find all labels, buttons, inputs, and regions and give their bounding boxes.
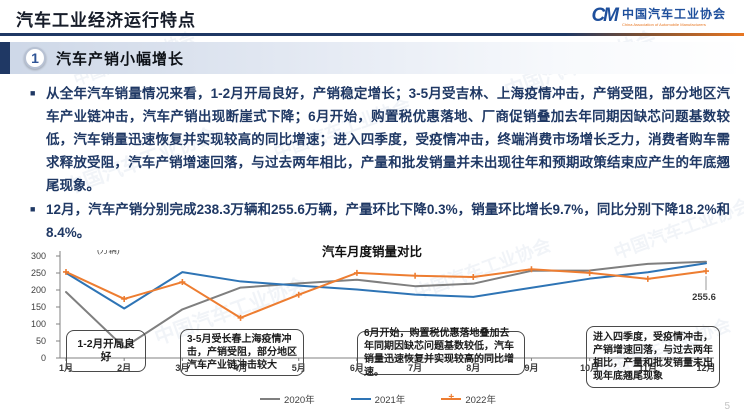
svg-text:(万辆): (万辆) (97, 250, 120, 255)
annotation-text: 1-2月开局良好 (77, 338, 135, 363)
chart-title: 汽车月度销量对比 (321, 245, 422, 259)
legend-line-icon (350, 398, 371, 400)
body-text: ■ 从全年汽车销量情况来看，1-2月开局良好，产销稳定增长；3-5月受吉林、上海疫… (30, 82, 730, 245)
svg-text:10月: 10月 (580, 363, 599, 373)
monthly-sales-chart: 汽车月度销量对比 0 50 100 150 200 250 300 (万辆) 1月 2月 3月 4月 5… (0, 236, 744, 416)
legend-line-icon (260, 398, 281, 400)
svg-text:11月: 11月 (639, 363, 658, 373)
svg-text:200: 200 (31, 285, 46, 295)
legend-item-2022: + 2022年 (441, 392, 496, 406)
chart-annotation-mar-may: 3-5月受长春上海疫情冲击，产销受阻，部分地区汽车产业链冲击较大 (180, 329, 304, 376)
svg-text:100: 100 (31, 319, 46, 329)
chart-annotation-june: 6月开始，购置税优惠落地叠加去年同期因缺芯问题基数较低，汽车销量迅速恢复并实现较… (357, 328, 525, 378)
svg-text:6月: 6月 (350, 363, 364, 373)
svg-text:1月: 1月 (59, 363, 73, 373)
svg-text:0: 0 (41, 353, 46, 363)
section-header: 1 汽车产销小幅增长 (0, 42, 744, 74)
page-title: 汽车工业经济运行特点 (16, 11, 196, 30)
header-divider (0, 33, 744, 36)
annotation-text: 6月开始，购置税优惠落地叠加去年同期因缺芯问题基数较低，汽车销量迅速恢复并实现较… (364, 328, 514, 378)
section-accent-bar (0, 42, 10, 74)
bullet-paragraph: ■ 从全年汽车销量情况来看，1-2月开局良好，产销稳定增长；3-5月受吉林、上海疫… (30, 82, 730, 197)
section-title: 汽车产销小幅增长 (56, 50, 185, 68)
chart-annotation-jan-feb: 1-2月开局良好 (66, 330, 146, 372)
svg-text:50: 50 (36, 336, 46, 346)
legend-label: 2021年 (374, 395, 406, 406)
legend-item-2021: 2021年 (350, 392, 406, 406)
svg-text:255.6: 255.6 (692, 292, 716, 303)
legend-line-icon: + (441, 392, 462, 403)
legend-item-2020: 2020年 (260, 392, 315, 406)
chart-annotation-q4: 进入四季度，受疫情冲击，产销增速回落，与过去两年相比，产量和批发销量未出现年底翘… (586, 326, 720, 388)
logo-org-name: 中国汽车工业协会 (622, 7, 727, 21)
bullet-text: 从全年汽车销量情况来看，1-2月开局良好，产销稳定增长；3-5月受吉林、上海疫情… (46, 86, 730, 193)
bullet-square-icon: ■ (30, 204, 36, 214)
svg-text:7月: 7月 (408, 363, 422, 373)
bullet-square-icon: ■ (30, 88, 36, 98)
svg-text:150: 150 (31, 302, 46, 312)
bullet-paragraph: ■ 12月，汽车产销分别完成238.3万辆和255.6万辆，产量环比下降0.3%，… (30, 198, 730, 244)
section-number-badge: 1 (24, 47, 46, 69)
logo-mark-icon: CM (591, 5, 619, 26)
annotation-text: 进入四季度，受疫情冲击，产销增速回落，与过去两年相比，产量和批发销量未出现年底翘… (593, 332, 713, 382)
annotation-text: 3-5月受长春上海疫情冲击，产销受阻，部分地区汽车产业链冲击较大 (187, 334, 297, 371)
svg-text:250: 250 (31, 268, 46, 278)
svg-text:12月: 12月 (696, 363, 715, 373)
svg-text:9月: 9月 (524, 363, 538, 373)
bullet-text: 12月，汽车产销分别完成238.3万辆和255.6万辆，产量环比下降0.3%，销… (46, 202, 730, 240)
svg-text:4月: 4月 (234, 363, 248, 373)
chart-legend: 2020年 2021年 + 2022年 (6, 392, 744, 406)
logo-org-name-en: China Association of Automobile Manufact… (622, 22, 706, 27)
svg-text:300: 300 (31, 251, 46, 261)
legend-label: 2022年 (465, 395, 496, 406)
org-logo: CM 中国汽车工业协会 China Association of Automob… (591, 5, 732, 27)
page-number: 5 (724, 401, 730, 412)
svg-text:8月: 8月 (466, 363, 480, 373)
legend-label: 2020年 (284, 395, 315, 406)
svg-text:2月: 2月 (117, 363, 131, 373)
